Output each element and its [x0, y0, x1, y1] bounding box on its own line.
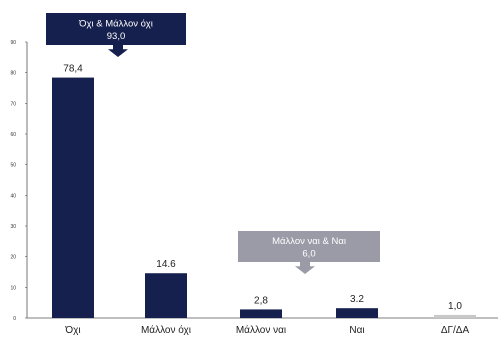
y-tick-label: 70 — [10, 101, 16, 107]
x-tick-label: Όχι — [64, 325, 80, 336]
bar — [336, 308, 378, 318]
y-tick-label: 10 — [10, 285, 16, 291]
x-tick-label: Μάλλον όχι — [141, 324, 191, 336]
callout-no-label: Όχι & Μάλλον όχι — [78, 18, 153, 29]
callout-yes-label: Μάλλον ναι & Ναι — [272, 236, 346, 247]
callout-yes-value: 6,0 — [302, 248, 315, 259]
bars — [52, 77, 476, 318]
callout-yes-arrow — [295, 262, 315, 274]
bar — [240, 309, 282, 318]
bar — [145, 273, 187, 318]
data-label: 1,0 — [448, 301, 462, 312]
y-tick-label: 20 — [10, 255, 16, 261]
x-tick-label: Ναι — [349, 325, 364, 336]
y-tick-label: 0 — [13, 316, 16, 322]
y-tick-label: 80 — [10, 71, 16, 77]
data-label: 78,4 — [63, 64, 83, 75]
callout-no-value: 93,0 — [107, 31, 126, 42]
data-label: 14.6 — [156, 259, 176, 270]
x-tick-label: Μάλλον ναι — [236, 324, 286, 336]
callout-yes-box — [238, 231, 380, 262]
y-tick-label: 50 — [10, 163, 16, 169]
labels: 78,4 Όχι 14.6 Μάλλον όχι 2,8 Μάλλον ναι 3.2 Ναι… — [63, 64, 469, 336]
bar — [52, 77, 94, 318]
y-tick-label: 40 — [10, 193, 16, 199]
bar — [434, 314, 476, 318]
y-tick-label: 30 — [10, 224, 16, 230]
callout-no-arrow — [108, 45, 128, 57]
y-tick-label: 60 — [10, 132, 16, 138]
callout-no-box — [46, 13, 186, 45]
data-label: 2,8 — [254, 295, 268, 306]
axes: 0 10 20 30 40 50 60 70 80 90 — [10, 40, 498, 322]
data-label: 3.2 — [350, 294, 364, 305]
y-tick-label: 90 — [10, 40, 16, 46]
x-tick-label: ΔΓ/ΔΑ — [441, 325, 470, 336]
callout-no: Όχι & Μάλλον όχι 93,0 — [46, 13, 186, 57]
